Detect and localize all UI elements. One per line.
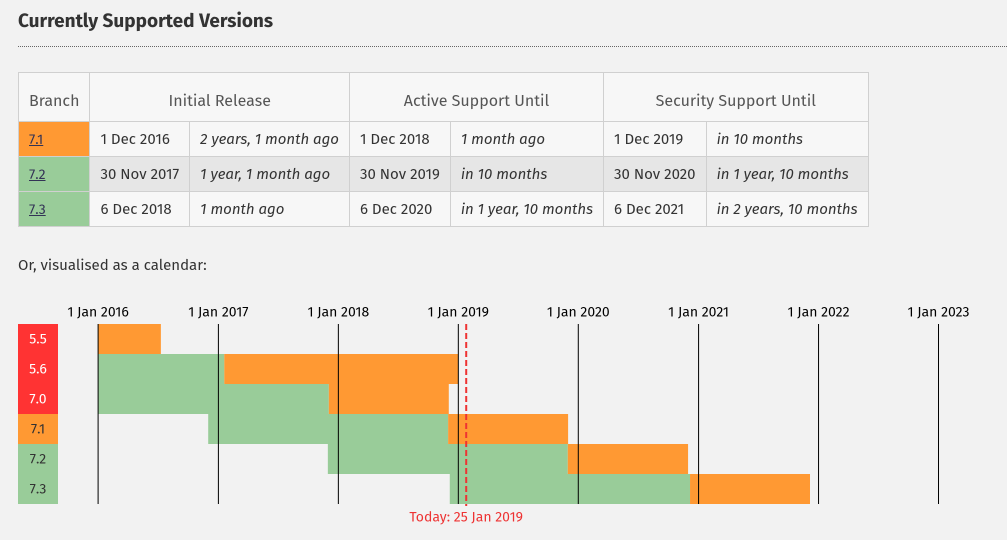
active-bar	[208, 414, 449, 444]
branch-label-bg	[18, 414, 58, 444]
header-row: Branch Initial Release Active Support Unti…	[17, 72, 869, 122]
date-cell: 30 Nov 2019	[348, 156, 451, 192]
table-row: 7.1 1 Dec 2016 2 years, 1 month ago 1 Dec 2…	[17, 121, 869, 157]
table-body: 7.1 1 Dec 2016 2 years, 1 month ago 1 Dec 2…	[17, 121, 869, 227]
calendar: 5.5 5.6 7.0 7.1 7.2 7.3 1 Jan 2016 1 Jan 2017 1 …	[18, 304, 970, 526]
relative-date: in 1 year, 10 months	[705, 156, 869, 192]
active-bar	[327, 444, 568, 474]
date-cell: 6 Dec 2018	[89, 191, 191, 227]
security-bar	[567, 444, 689, 474]
divider	[18, 46, 1007, 47]
active-bar	[449, 474, 691, 504]
branch-label-bg	[18, 474, 58, 504]
branch-label: 7.0	[29, 391, 46, 408]
branch-label-bg	[18, 324, 58, 354]
year-label: 1 Jan 2020	[547, 304, 610, 321]
date-cell: 30 Nov 2017	[89, 156, 191, 192]
column-header: Initial Release	[89, 72, 350, 122]
column-header: Branch	[17, 72, 91, 122]
year-label: 1 Jan 2021	[668, 304, 729, 321]
year-label: 1 Jan 2023	[908, 304, 970, 321]
date-cell: 1 Dec 2019	[603, 121, 707, 157]
branch-label-bg	[18, 444, 58, 474]
relative-date: in 2 years, 10 months	[705, 191, 869, 227]
branch-link[interactable]: 7.1	[29, 131, 44, 148]
date-cell: 6 Dec 2020	[348, 191, 451, 227]
branch-label: 7.1	[31, 421, 45, 438]
relative-date: 1 month ago	[449, 121, 605, 157]
relative-date: in 10 months	[705, 121, 869, 157]
branch-link[interactable]: 7.2	[29, 166, 46, 183]
heading: Currently Supported Versions	[18, 10, 274, 33]
branch-cell: 7.2	[17, 156, 91, 192]
branch-label: 5.5	[29, 331, 47, 348]
security-bar	[690, 474, 810, 504]
branch-label: 7.3	[30, 481, 47, 498]
date-cell: 1 Dec 2018	[348, 121, 451, 157]
date-cell: 1 Dec 2016	[89, 121, 191, 157]
relative-date: 1 month ago	[189, 191, 350, 227]
table-row: 7.2 30 Nov 2017 1 year, 1 month ago 30 Nov …	[17, 156, 869, 192]
relative-date: in 1 year, 10 months	[449, 191, 605, 227]
year-label: 1 Jan 2019	[428, 304, 489, 321]
relative-date: in 10 months	[449, 156, 605, 192]
active-bar	[98, 384, 329, 414]
date-cell: 6 Dec 2021	[603, 191, 707, 227]
security-bar	[98, 324, 161, 354]
active-bar	[98, 354, 225, 384]
table-row: 7.3 6 Dec 2018 1 month ago 6 Dec 2020 in 1 y…	[17, 191, 869, 227]
relative-date: 1 year, 1 month ago	[189, 156, 350, 192]
branch-cell: 7.1	[17, 121, 91, 157]
year-label: 1 Jan 2022	[788, 304, 850, 321]
date-cell: 30 Nov 2020	[603, 156, 707, 192]
branch-link[interactable]: 7.3	[29, 201, 46, 218]
branch-label-bg	[18, 384, 58, 414]
security-bar	[224, 354, 458, 384]
year-label: 1 Jan 2018	[307, 304, 369, 321]
year-label: 1 Jan 2016	[67, 304, 129, 321]
security-bar	[328, 384, 449, 414]
relative-date: 2 years, 1 month ago	[189, 121, 350, 157]
branch-cell: 7.3	[17, 191, 91, 227]
caption: Or, visualised as a calendar:	[18, 256, 207, 274]
versions-table: Branch Initial Release Active Support Unti…	[17, 72, 869, 227]
branch-label-bg	[18, 354, 58, 384]
security-bar	[448, 414, 569, 444]
branch-label: 5.6	[29, 361, 47, 378]
branch-label: 7.2	[30, 451, 47, 468]
column-header: Active Support Until	[348, 72, 605, 122]
today-label: Today: 25 Jan 2019	[409, 509, 523, 526]
column-header: Security Support Until	[603, 72, 869, 122]
year-label: 1 Jan 2017	[188, 304, 248, 321]
